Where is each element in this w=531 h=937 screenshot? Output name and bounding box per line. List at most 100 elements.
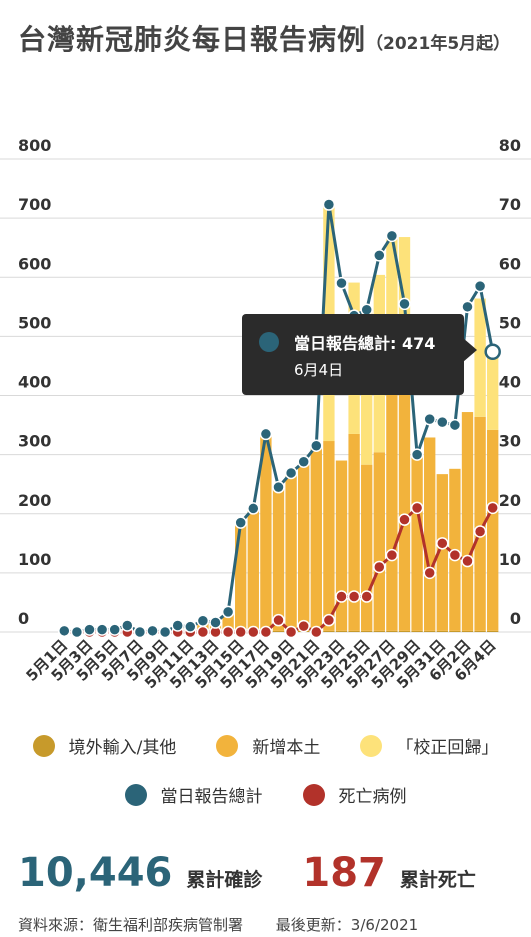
total-point: [121, 619, 134, 632]
bar-segment: [386, 630, 398, 632]
y-tick-label-right: 10: [499, 550, 521, 569]
total-point: [58, 624, 71, 638]
bar-segment: [272, 630, 285, 632]
total-point: [247, 502, 260, 515]
total-point: [385, 229, 399, 243]
bar-segment: [373, 630, 385, 632]
total-point: [310, 439, 323, 453]
cumulative-deaths-value: 187: [302, 850, 386, 896]
legend-dot-imported: [32, 734, 55, 757]
cumulative-cases-value: 10,446: [18, 850, 173, 896]
bar-segment: [398, 630, 411, 632]
bar-segment: [247, 508, 259, 631]
legend-dot-total: [124, 783, 147, 806]
legend-dot-backlog: [360, 734, 383, 757]
bar-segment: [260, 433, 272, 631]
total-point: [272, 480, 285, 494]
legend-item-backlog[interactable]: 「校正回歸」: [360, 733, 498, 758]
y-tick-label-right: 0: [510, 609, 521, 628]
deaths-point: [310, 625, 323, 639]
total-point: [196, 614, 210, 628]
bar-segment: [461, 412, 474, 631]
total-point: [436, 415, 449, 429]
bar-segment: [474, 416, 486, 631]
bar-segment: [348, 433, 360, 631]
bar-segment: [449, 630, 461, 632]
y-tick-label-right: 30: [499, 432, 521, 451]
bar-segment: [310, 446, 322, 631]
bar-segment: [323, 630, 335, 632]
bar-segment: [235, 524, 247, 631]
deaths-point: [284, 625, 298, 639]
total-point: [146, 624, 159, 638]
total-point: [221, 605, 235, 619]
legend-label-backlog: 「校正回歸」: [396, 738, 499, 758]
total-point: [448, 418, 462, 432]
title-main: 台灣新冠肺炎每日報告病例: [18, 23, 367, 56]
y-tick-label-left: 600: [18, 254, 51, 273]
cumulative-cases-label: 累計確診: [186, 869, 263, 891]
data-source: 資料來源：衛生福利部疾病管制署: [18, 916, 244, 934]
total-point: [209, 616, 222, 629]
deaths-point: [436, 537, 449, 550]
legend-row-bars: 境外輸入/其他 新增本土 「校正回歸」: [0, 733, 531, 758]
total-point: [322, 198, 336, 211]
bar-segment: [335, 630, 348, 632]
tooltip-label: 當日報告總計: 474: [294, 334, 436, 353]
bar-segment: [474, 298, 486, 417]
total-point: [398, 297, 411, 311]
deaths-point: [398, 513, 411, 526]
bar-segment: [411, 630, 423, 632]
total-point: [234, 516, 247, 529]
y-tick-label-left: 500: [18, 313, 51, 332]
deaths-point: [259, 625, 273, 639]
tooltip-arrow: [463, 338, 477, 362]
legend-label-total: 當日報告總計: [160, 787, 263, 807]
y-tick-label-right: 60: [499, 254, 521, 273]
bar-segment: [323, 441, 335, 631]
total-point: [95, 623, 109, 636]
chart-title: 台灣新冠肺炎每日報告病例（2021年5月起）: [18, 18, 518, 66]
legend-item-local[interactable]: 新增本土: [216, 733, 320, 758]
bar-segment: [398, 394, 411, 631]
y-tick-label-left: 200: [18, 491, 51, 510]
deaths-point: [335, 590, 348, 603]
bar-segment: [285, 472, 297, 631]
legend-label-deaths: 死亡病例: [338, 787, 407, 807]
deaths-point: [360, 590, 373, 603]
bar-segment: [361, 464, 373, 631]
tooltip: 當日報告總計: 474 6月4日: [242, 314, 464, 395]
deaths-point: [272, 613, 285, 627]
total-point: [423, 412, 436, 426]
legend-dot-deaths: [302, 783, 325, 806]
y-tick-label-right: 50: [499, 313, 521, 332]
bar-segment: [411, 455, 423, 631]
y-tick-label-left: 0: [18, 609, 29, 628]
bar-segment: [424, 630, 436, 632]
legend-label-local: 新增本土: [252, 738, 321, 758]
total-point: [259, 427, 273, 441]
summary-stats: 10,446 累計確診 187 累計死亡: [18, 850, 516, 896]
deaths-point: [423, 566, 436, 580]
y-tick-label-right: 80: [499, 136, 521, 155]
legend-item-total[interactable]: 當日報告總計: [124, 782, 263, 807]
y-tick-label-right: 20: [499, 491, 521, 510]
y-tick-label-left: 300: [18, 432, 51, 451]
legend-item-deaths[interactable]: 死亡病例: [302, 782, 407, 807]
legend-row-lines: 當日報告總計 死亡病例: [0, 782, 531, 807]
bar-segment: [373, 452, 385, 631]
total-point: [335, 276, 348, 290]
tooltip-series-dot: [259, 332, 279, 352]
deaths-point: [486, 501, 499, 515]
total-point: [184, 620, 197, 633]
legend-item-imported[interactable]: 境外輸入/其他: [32, 733, 177, 758]
y-tick-label-right: 40: [499, 373, 521, 392]
legend-label-imported: 境外輸入/其他: [68, 738, 177, 758]
deaths-point: [347, 590, 361, 603]
bar-segment: [487, 429, 499, 631]
deaths-point: [448, 548, 462, 562]
total-point: [158, 625, 172, 639]
bar-segment: [222, 612, 234, 630]
tooltip-date: 6月4日: [294, 361, 344, 379]
total-point: [373, 249, 386, 262]
